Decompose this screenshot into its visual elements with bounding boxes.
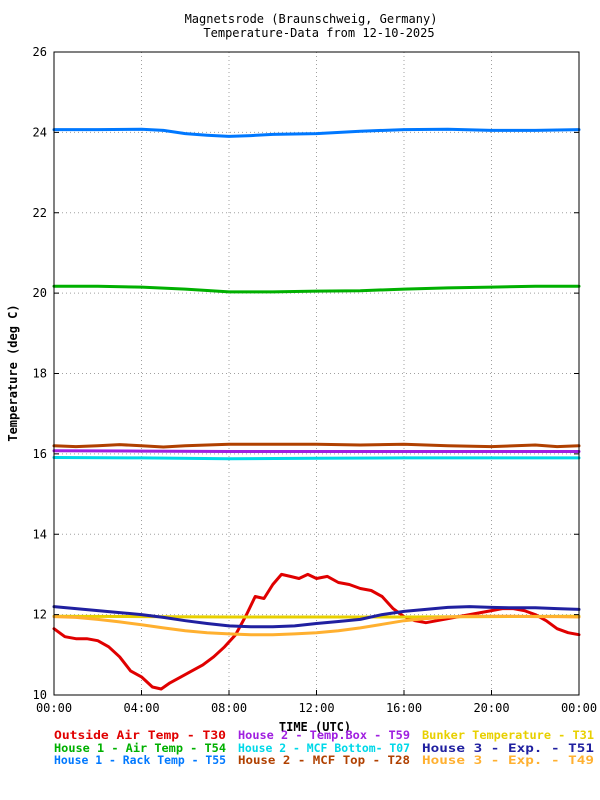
y-tick-label: 10 xyxy=(33,688,47,702)
x-tick-label: 00:00 xyxy=(36,701,72,715)
y-tick-label: 20 xyxy=(33,286,47,300)
y-tick-label: 26 xyxy=(33,45,47,59)
series-line-t30 xyxy=(52,572,581,691)
x-tick-label: 16:00 xyxy=(386,701,422,715)
x-axis-ticks: 00:00 04:00 08:00 12:00 16:00 20:00 00:00 xyxy=(36,690,597,715)
legend-entry-t55: House 1 - Rack Temp - T55 xyxy=(54,753,226,767)
y-tick-label: 22 xyxy=(33,206,47,220)
grid-lines xyxy=(54,52,579,695)
chart-title: Magnetsrode (Braunschweig, Germany) xyxy=(185,12,438,26)
y-axis-ticks: 10 12 14 16 18 20 22 24 26 xyxy=(33,45,579,702)
y-axis-label: Temperature (deg C) xyxy=(6,304,20,441)
legend-entry-t54: House 1 - Air Temp - T54 xyxy=(54,741,226,755)
y-tick-label: 12 xyxy=(33,608,47,622)
x-tick-label: 04:00 xyxy=(123,701,159,715)
y-tick-label: 16 xyxy=(33,447,47,461)
series-line-t59 xyxy=(52,449,581,453)
series-line-t28 xyxy=(52,442,581,449)
y-tick-label: 14 xyxy=(33,527,47,541)
legend-entry-t49: House 3 - Exp. - T49 xyxy=(422,753,594,767)
legend-entry-t59: House 2 - Temp.Box - T59 xyxy=(238,728,410,742)
x-tick-label: 08:00 xyxy=(211,701,247,715)
series-line-t49 xyxy=(52,614,581,637)
x-tick-label: 20:00 xyxy=(473,701,509,715)
y-tick-label: 24 xyxy=(33,125,47,139)
chart-subtitle: Temperature-Data from 12-10-2025 xyxy=(203,26,434,40)
series-line-t55 xyxy=(52,127,581,138)
y-tick-label: 18 xyxy=(33,367,47,381)
series-line-t07 xyxy=(52,456,581,461)
series-line-t54 xyxy=(52,284,581,294)
series-layer xyxy=(52,127,581,691)
legend-entry-t51: House 3 - Exp. - T51 xyxy=(422,741,594,755)
legend-entry-t31: Bunker Temperature - T31 xyxy=(422,728,594,742)
x-tick-label: 00:00 xyxy=(561,701,597,715)
x-axis-label: TIME (UTC) xyxy=(279,720,351,734)
x-tick-label: 12:00 xyxy=(298,701,334,715)
legend-entry-t07: House 2 - MCF Bottom- T07 xyxy=(238,741,410,755)
legend-entry-t30: Outside Air Temp - T30 xyxy=(54,728,226,742)
series-line-t51 xyxy=(52,605,581,629)
legend-entry-t28: House 2 - MCF Top - T28 xyxy=(238,753,410,767)
